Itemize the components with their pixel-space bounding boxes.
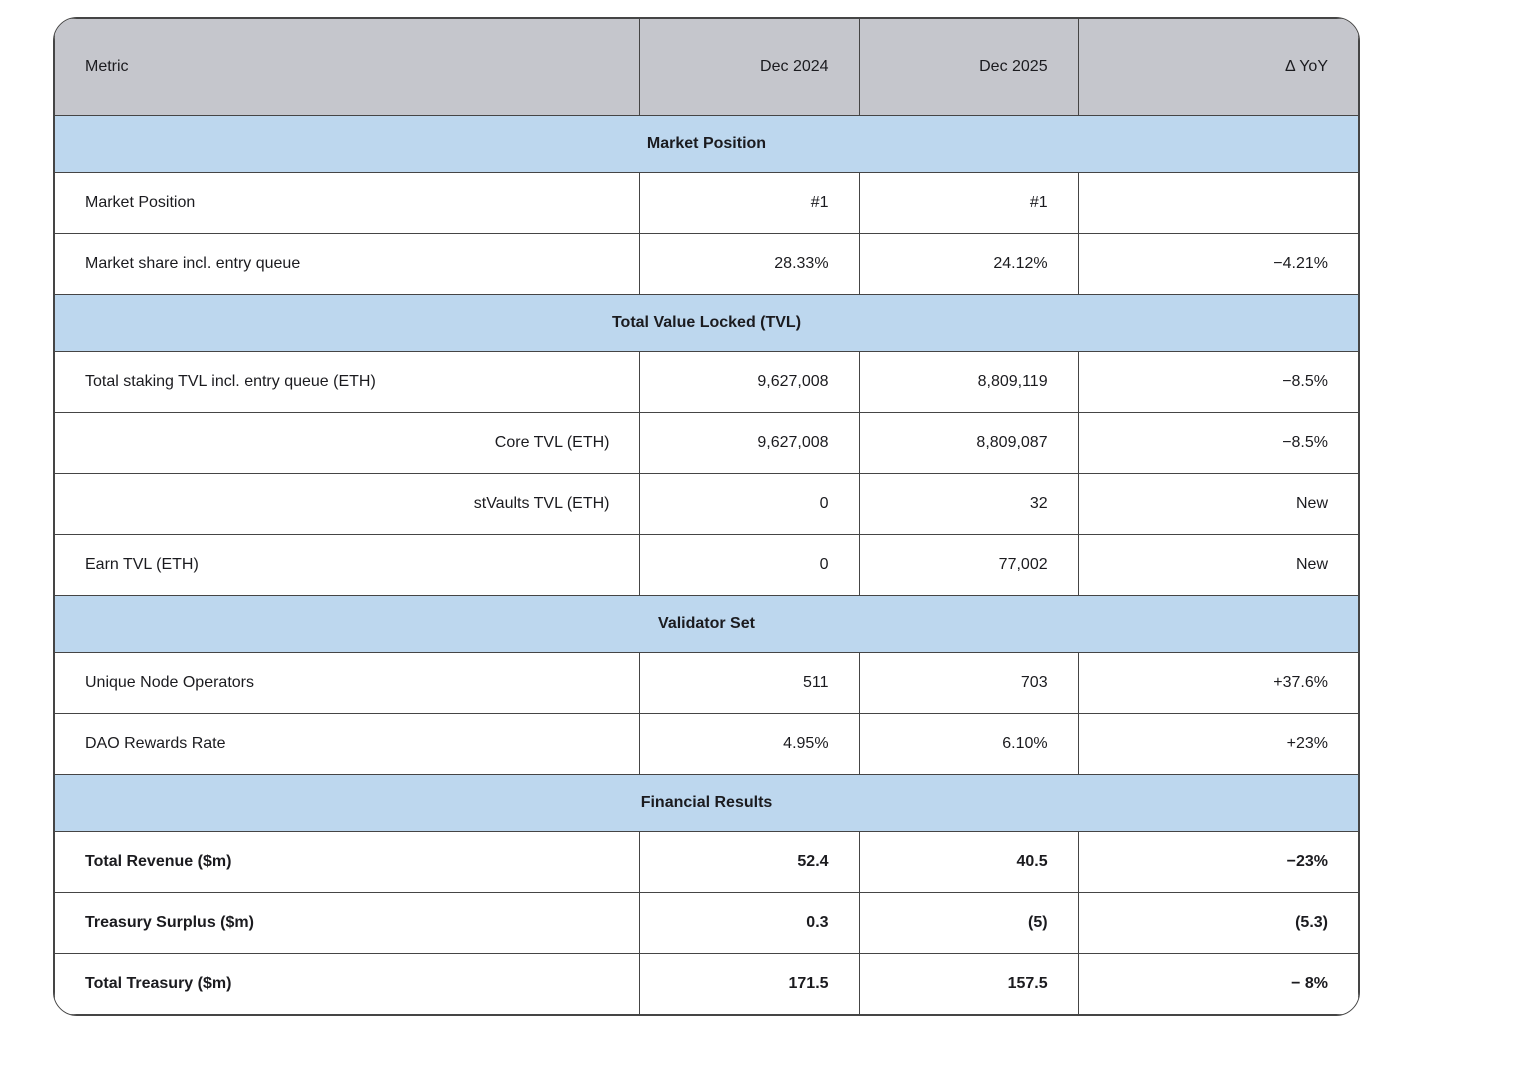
- table-row: Earn TVL (ETH) 0 77,002 New: [54, 534, 1359, 596]
- column-header-metric: Metric: [54, 18, 641, 116]
- yoy-cell: New: [1077, 473, 1359, 535]
- yoy-cell: +23%: [1077, 713, 1359, 775]
- section-row-market-position: Market Position: [54, 115, 1359, 173]
- metric-cell: Earn TVL (ETH): [54, 534, 641, 596]
- dec-2025-cell: 6.10%: [858, 713, 1079, 775]
- table-row: Total Treasury ($m) 171.5 157.5− 8%: [54, 953, 1359, 1015]
- metric-cell: Treasury Surplus ($m): [54, 892, 641, 954]
- dec-2024-cell: 28.33%: [639, 233, 860, 295]
- metric-cell: Total Treasury ($m): [54, 953, 641, 1015]
- dec-2025-cell: 8,809,119: [858, 351, 1079, 413]
- yoy-cell: New: [1077, 534, 1359, 596]
- metrics-table-card: Metric Dec 2024 Dec 2025 Δ YoY Market Posit…: [53, 17, 1360, 1016]
- table-row: DAO Rewards Rate 4.95% 6.10% +23%: [54, 713, 1359, 775]
- dec-2025-cell: 8,809,087: [858, 412, 1079, 474]
- dec-2025-cell: 703: [858, 652, 1079, 714]
- yoy-cell: −4.21%: [1077, 233, 1359, 295]
- metric-cell: stVaults TVL (ETH): [54, 473, 641, 535]
- column-header-dec-2024: Dec 2024: [639, 18, 860, 116]
- dec-2024-cell: 0: [639, 473, 860, 535]
- yoy-cell: −23%: [1077, 831, 1359, 893]
- table-row: Unique Node Operators 511 703 +37.6%: [54, 652, 1359, 714]
- table-row: stVaults TVL (ETH) 0 32 New: [54, 473, 1359, 535]
- table-header: Metric Dec 2024 Dec 2025 Δ YoY: [54, 18, 1359, 116]
- table-row: Market share incl. entry queue 28.33% 24.1…: [54, 233, 1359, 295]
- dec-2024-cell: 511: [639, 652, 860, 714]
- dec-2025-cell: 157.5: [858, 953, 1079, 1015]
- table-row: Total staking TVL incl. entry queue (ETH…: [54, 351, 1359, 413]
- metric-cell: Unique Node Operators: [54, 652, 641, 714]
- dec-2024-cell: 0.3: [639, 892, 860, 954]
- section-row-total-value-locked-tvl: Total Value Locked (TVL): [54, 294, 1359, 352]
- table-body: Market Position Market Position #1 #1 Market…: [54, 115, 1359, 1015]
- dec-2024-cell: 9,627,008: [639, 351, 860, 413]
- metric-cell: Core TVL (ETH): [54, 412, 641, 474]
- dec-2024-cell: #1: [639, 172, 860, 234]
- dec-2024-cell: 9,627,008: [639, 412, 860, 474]
- metric-cell: Total Revenue ($m): [54, 831, 641, 893]
- yoy-cell: (5.3): [1077, 892, 1359, 954]
- metric-cell: Market Position: [54, 172, 641, 234]
- table-row: Core TVL (ETH) 9,627,008 8,809,087 −8.5%: [54, 412, 1359, 474]
- dec-2024-cell: 171.5: [639, 953, 860, 1015]
- section-title: Total Value Locked (TVL): [54, 294, 1359, 352]
- dec-2025-cell: 77,002: [858, 534, 1079, 596]
- yoy-cell: +37.6%: [1077, 652, 1359, 714]
- dec-2025-cell: (5): [858, 892, 1079, 954]
- section-title: Validator Set: [54, 595, 1359, 653]
- metric-cell: DAO Rewards Rate: [54, 713, 641, 775]
- table-row: Treasury Surplus ($m) 0.3 (5) (5.3): [54, 892, 1359, 954]
- section-title: Market Position: [54, 115, 1359, 173]
- yoy-cell: −8.5%: [1077, 412, 1359, 474]
- metric-cell: Total staking TVL incl. entry queue (ETH…: [54, 351, 641, 413]
- metrics-table: Metric Dec 2024 Dec 2025 Δ YoY Market Posit…: [54, 18, 1359, 1015]
- section-title: Financial Results: [54, 774, 1359, 832]
- dec-2025-cell: 40.5: [858, 831, 1079, 893]
- table-row: Market Position #1 #1: [54, 172, 1359, 234]
- dec-2024-cell: 52.4: [639, 831, 860, 893]
- section-row-financial-results: Financial Results: [54, 774, 1359, 832]
- dec-2024-cell: 4.95%: [639, 713, 860, 775]
- section-row-validator-set: Validator Set: [54, 595, 1359, 653]
- table-row: Total Revenue ($m) 52.4 40.5 −23%: [54, 831, 1359, 893]
- column-header-yoy: Δ YoY: [1077, 18, 1359, 116]
- header-row: Metric Dec 2024 Dec 2025 Δ YoY: [54, 18, 1359, 116]
- column-header-dec-2025: Dec 2025: [858, 18, 1079, 116]
- yoy-cell: −8.5%: [1077, 351, 1359, 413]
- dec-2025-cell: #1: [858, 172, 1079, 234]
- yoy-cell: [1077, 172, 1359, 234]
- yoy-cell: − 8%: [1077, 953, 1359, 1015]
- dec-2025-cell: 24.12%: [858, 233, 1079, 295]
- metric-cell: Market share incl. entry queue: [54, 233, 641, 295]
- dec-2024-cell: 0: [639, 534, 860, 596]
- dec-2025-cell: 32: [858, 473, 1079, 535]
